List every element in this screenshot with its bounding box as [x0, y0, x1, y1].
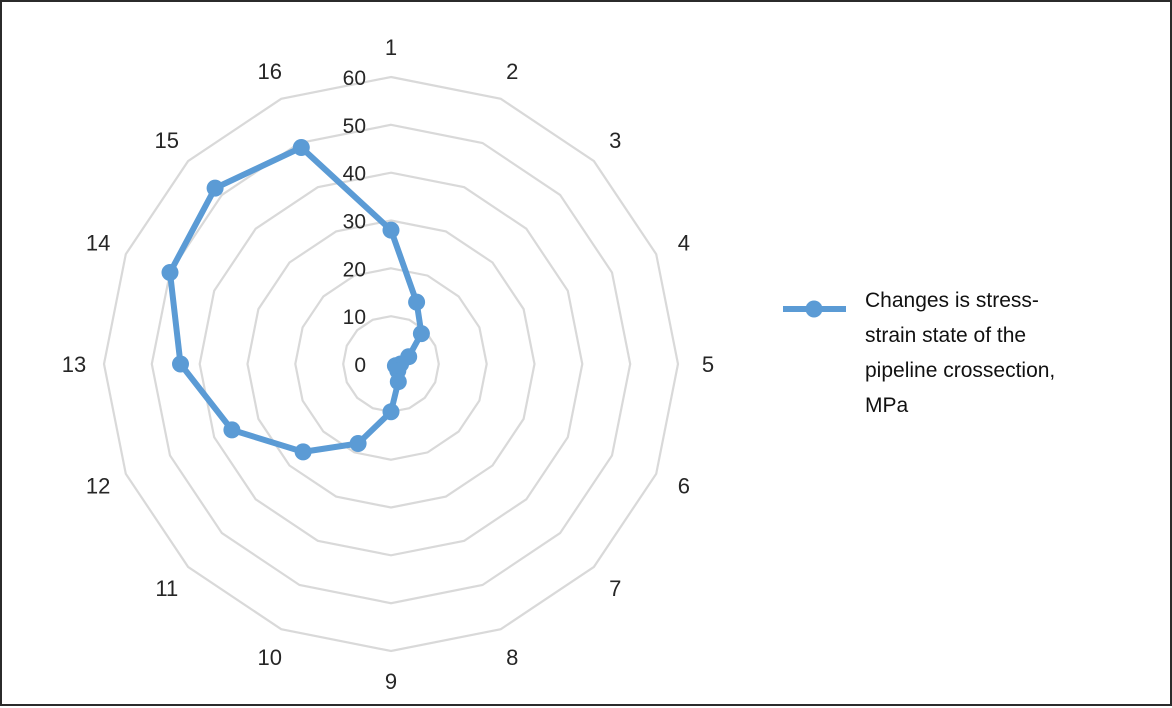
tick-label-30: 30: [343, 211, 366, 234]
series-layer: [161, 139, 430, 461]
legend-text-line: Changes is stress-: [865, 289, 1039, 312]
radar-grid: [102, 75, 680, 653]
grid-ring-20: [294, 267, 488, 461]
tick-label-60: 60: [343, 67, 366, 90]
category-label-2: 2: [506, 59, 518, 84]
category-label-5: 5: [702, 352, 714, 377]
data-point-15: [206, 179, 224, 197]
data-point-9: [382, 403, 400, 421]
grid-ring-60: [102, 75, 680, 653]
data-point-16: [292, 139, 310, 156]
data-point-13: [172, 355, 189, 373]
category-label-15: 15: [155, 128, 179, 153]
category-label-4: 4: [678, 231, 690, 256]
data-point-8: [389, 373, 407, 391]
data-point-12: [223, 421, 241, 439]
data-point-3: [412, 325, 430, 343]
data-point-2: [408, 293, 426, 311]
grid-ring-30: [246, 219, 536, 509]
legend-text-line: strain state of the: [865, 324, 1026, 347]
category-label-9: 9: [385, 669, 397, 694]
tick-label-10: 10: [343, 306, 366, 329]
category-label-6: 6: [678, 473, 690, 498]
data-point-1: [382, 221, 400, 239]
category-label-16: 16: [257, 59, 281, 84]
tick-label-20: 20: [343, 258, 366, 281]
grid-ring-40: [198, 171, 584, 557]
tick-label-0: 0: [354, 354, 366, 377]
legend-text-line: pipeline crossection,: [865, 359, 1055, 382]
category-label-11: 11: [155, 576, 178, 601]
category-label-13: 13: [62, 352, 86, 377]
category-label-10: 10: [257, 645, 281, 670]
tick-label-40: 40: [343, 163, 366, 186]
category-label-14: 14: [86, 231, 110, 256]
grid-ring-50: [150, 123, 632, 605]
tick-label-50: 50: [343, 115, 366, 138]
data-point-14: [161, 264, 179, 281]
data-point-11: [294, 443, 312, 461]
category-label-3: 3: [609, 128, 621, 153]
category-label-12: 12: [86, 473, 110, 498]
category-label-7: 7: [609, 576, 621, 601]
category-label-1: 1: [385, 35, 397, 60]
data-point-10: [349, 435, 367, 452]
radial-tick-labels: 0 10 20 30 40 50 60: [343, 67, 366, 377]
legend-marker: [805, 300, 823, 318]
legend: Changes is stress-strain state of the pip…: [783, 289, 1055, 417]
category-label-8: 8: [506, 645, 518, 670]
legend-text-line: MPa: [865, 394, 909, 417]
